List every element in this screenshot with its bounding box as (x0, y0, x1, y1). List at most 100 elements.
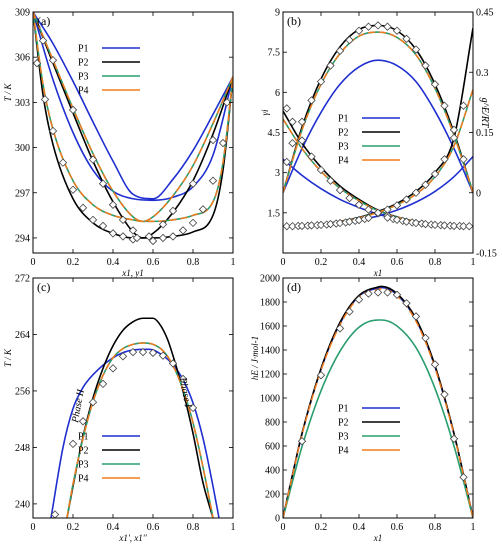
y-tick-label: 272 (15, 274, 30, 285)
y-tick-label: 309 (15, 8, 30, 19)
x-tick-label: 0.4 (353, 257, 366, 268)
panel-c: 0 0.2 0.4 0.6 0.8 1 240 248 256 264 272 (c) x1', x1'… (3, 274, 236, 544)
data-marker (345, 307, 354, 316)
series-P1-line-0 (33, 12, 233, 200)
x-tick-label: 0.4 (107, 257, 120, 268)
data-marker (335, 46, 345, 55)
plot-area (33, 12, 233, 246)
data-marker (88, 155, 98, 164)
y-right-tick-label: 0 (476, 188, 481, 199)
legend-label-P2: P2 (338, 128, 349, 139)
data-marker (58, 158, 68, 167)
data-marker (316, 77, 326, 86)
data-marker (118, 352, 128, 361)
y-tick-label: 1000 (260, 394, 280, 405)
legend-label-P4: P4 (78, 474, 89, 485)
x-axis-label: x1, y1 (121, 268, 144, 278)
series-P2-line-1 (33, 12, 233, 239)
data-marker (48, 56, 58, 65)
x-tick-label: 0.2 (67, 257, 80, 268)
data-marker (78, 417, 88, 426)
data-marker (364, 22, 373, 31)
series-P3-line-0 (283, 319, 473, 518)
data-marker (38, 36, 48, 45)
y-tick-label: 294 (15, 233, 30, 244)
series-P4-line-0 (283, 288, 473, 518)
data-marker (373, 288, 383, 297)
x-tick-label: 0 (31, 257, 36, 268)
panel-label: (d) (287, 280, 301, 294)
data-marker (138, 347, 148, 357)
data-marker (283, 222, 291, 231)
plot-area (283, 21, 473, 231)
data-marker (421, 333, 430, 343)
data-marker (288, 139, 297, 148)
data-marker (449, 434, 459, 443)
data-marker (430, 360, 440, 369)
data-marker (383, 213, 392, 222)
data-marker (373, 21, 383, 30)
series-P4-line-2 (283, 31, 473, 193)
y-tick-label: 1600 (260, 322, 280, 333)
x-axis-label: x1', x1'' (118, 533, 147, 543)
y-tick-label: 264 (15, 330, 30, 341)
data-marker (430, 220, 440, 230)
data-marker (108, 200, 118, 209)
y-right-axis-label: g^E/RT (479, 98, 490, 129)
x-tick-label: 1 (231, 257, 236, 268)
data-marker (118, 215, 128, 225)
data-marker (148, 236, 158, 246)
data-marker (208, 135, 218, 145)
data-marker (178, 226, 188, 235)
data-marker (402, 217, 411, 226)
x-tick-label: 1 (471, 522, 476, 533)
data-marker (411, 312, 421, 321)
y-tick-label: 800 (265, 418, 280, 429)
legend-label-P2: P2 (78, 58, 89, 69)
x-tick-label: 0.2 (315, 522, 328, 533)
data-marker (48, 126, 58, 136)
data-marker (158, 233, 168, 243)
data-marker (449, 221, 459, 231)
legend-label-P4: P4 (338, 446, 349, 457)
data-marker (78, 203, 88, 212)
y-tick-label: 297 (15, 188, 30, 199)
data-marker (68, 105, 78, 115)
data-marker (411, 45, 421, 54)
data-marker (316, 371, 326, 380)
data-marker (307, 96, 316, 105)
data-marker (307, 152, 316, 161)
data-marker (218, 138, 228, 148)
y-tick-label: 0 (275, 514, 280, 525)
data-marker (198, 205, 208, 214)
data-marker (421, 61, 430, 70)
legend-label-P1: P1 (338, 114, 349, 125)
y-right-tick-label: 0.45 (476, 8, 494, 19)
data-marker (158, 351, 168, 360)
plot-area (50, 317, 220, 518)
data-marker (411, 218, 421, 228)
y-tick-label: 200 (265, 490, 280, 501)
data-marker (354, 200, 364, 209)
series-P1-line-2 (283, 59, 473, 194)
data-marker (88, 215, 98, 225)
data-marker (335, 185, 345, 195)
data-marker (118, 232, 128, 241)
x-tick-label: 0.6 (147, 257, 160, 268)
data-marker (459, 101, 468, 110)
legend-label-P2: P2 (78, 446, 89, 457)
data-marker (148, 348, 158, 357)
legend: P1 P2 P3 P4 (338, 114, 400, 167)
x-tick-label: 0.4 (353, 522, 366, 533)
x-tick-label: 0.6 (147, 522, 160, 533)
legend-label-P3: P3 (338, 432, 349, 443)
data-marker (345, 193, 354, 203)
x-tick-label: 0.8 (187, 257, 200, 268)
legend-label-P4: P4 (338, 156, 349, 167)
data-marker (208, 176, 218, 185)
data-marker (392, 26, 402, 35)
x-tick-label: 1 (231, 522, 236, 533)
data-marker (307, 221, 316, 230)
series-P4-line-0 (66, 342, 214, 518)
